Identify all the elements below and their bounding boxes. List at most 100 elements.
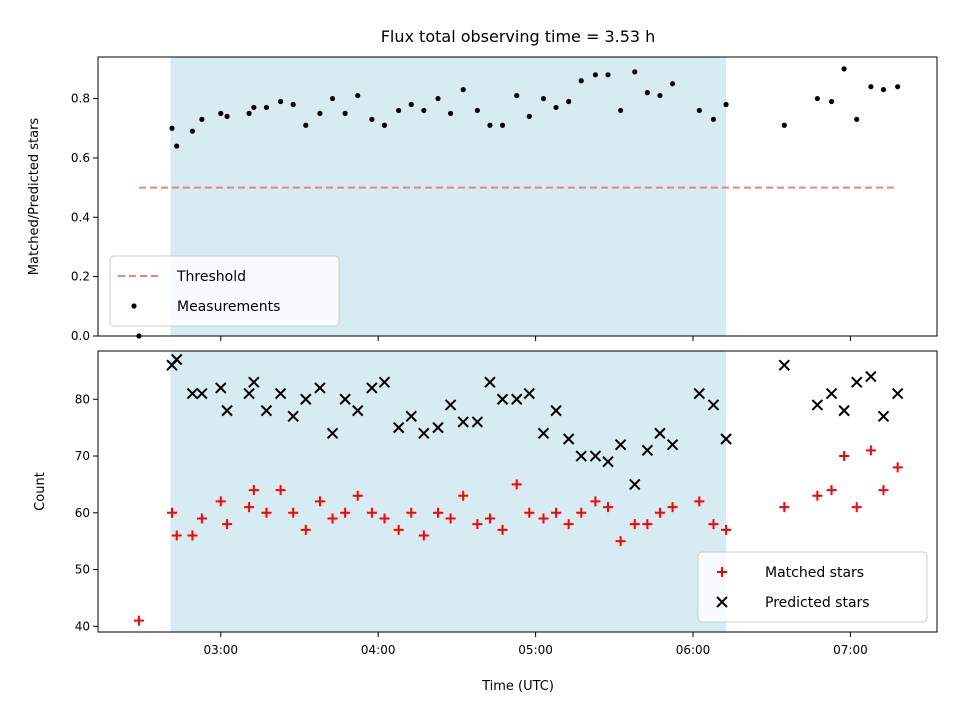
measurement-point [421,107,427,114]
legend-label: Measurements [177,299,280,315]
legend-box [109,255,340,327]
matched-point [275,485,286,496]
predicted-point [778,359,791,371]
plot-frame [97,350,938,633]
matched-point [551,507,562,518]
predicted-point [825,387,838,400]
measurement-point [448,110,454,116]
predicted-point [471,416,484,428]
matched-point [524,507,535,518]
predicted-point [720,433,732,445]
matched-point [603,502,614,513]
shaded-span [170,351,727,632]
measurement-point [618,107,624,114]
measurement-point [814,95,820,102]
measurement-point [251,104,257,111]
predicted-point [326,427,339,440]
measurement-point [263,104,270,111]
x-axis-label: Time (UTC) [481,679,554,694]
measurement-point [540,95,547,102]
matched-point [694,496,705,507]
measurement-point [189,128,196,134]
predicted-point [274,387,287,400]
predicted-point [562,433,575,445]
predicted-point [405,410,417,422]
predicted-point [170,353,183,366]
predicted-point [575,450,587,462]
predicted-point [221,404,233,417]
y-tick-label: 0.8 [71,92,90,106]
y-tick-label: 60 [75,506,90,520]
matched-point [352,490,363,501]
x-tick-label: 04:00 [361,643,396,657]
measurement-point [880,87,887,93]
predicted-point [891,387,904,400]
predicted-point [287,410,299,422]
predicted-point [511,393,523,405]
series-measurements [136,66,901,339]
measurement-point [408,101,414,108]
measurement-point [669,81,676,87]
measurement-point [474,107,480,114]
matched-point [826,485,837,496]
predicted-point [811,399,824,411]
measurement-point [435,95,441,102]
legend-swatch-predicted [716,596,728,608]
matched-point [393,524,404,535]
predicted-point [243,387,255,400]
measurement-point [553,104,559,111]
measurement-point [592,72,599,78]
measurement-point [342,110,348,116]
matched-point [667,502,678,513]
predicted-point [589,450,602,462]
matched-point [433,507,444,518]
legend-swatch-measurements [131,303,137,309]
matched-point [314,496,325,507]
legend-label: Matched stars [765,565,864,581]
matched-point [878,485,889,496]
matched-point [708,519,719,530]
x-tick-label: 05:00 [518,643,553,657]
panel-ratio: 0.0 0.2 0.4 0.6 0.8 Matched/Predicted stars Th… [27,56,938,343]
matched-point [406,507,417,518]
measurement-point [828,98,835,105]
predicted-point [496,393,509,405]
matched-point [590,496,601,507]
predicted-point [693,387,706,400]
matched-point [654,507,665,518]
y-tick-label: 50 [75,563,90,577]
matched-point [196,513,207,524]
predicted-point [432,421,444,434]
predicted-point [550,404,562,417]
measurement-point [303,122,309,128]
matched-point [839,451,850,462]
matched-point [215,496,226,507]
measurement-point [329,95,336,102]
predicted-point [260,404,273,417]
legend-box [697,551,928,623]
matched-point [261,507,272,518]
matched-point [629,519,640,530]
matched-point [244,502,255,513]
measurement-point [868,84,874,90]
x-tick-label: 07:00 [833,643,868,657]
y-tick-label: 0.2 [71,270,90,284]
legend-label: Threshold [176,269,246,285]
matched-point [288,507,299,518]
measurement-point [605,72,611,78]
measurement-point [369,116,375,122]
legend: Matched stars Predicted stars [697,551,928,623]
measurement-point [218,110,224,116]
matched-point [248,485,259,496]
matched-point [484,513,495,524]
predicted-point [378,376,391,388]
series-predicted-stars [166,353,904,491]
series-matched-stars [133,445,903,626]
measurement-point [355,92,361,99]
predicted-point [838,404,850,417]
predicted-point [877,410,890,422]
matched-point [563,519,574,530]
measurement-point [895,84,901,90]
y-tick-label: 0.6 [71,151,90,165]
